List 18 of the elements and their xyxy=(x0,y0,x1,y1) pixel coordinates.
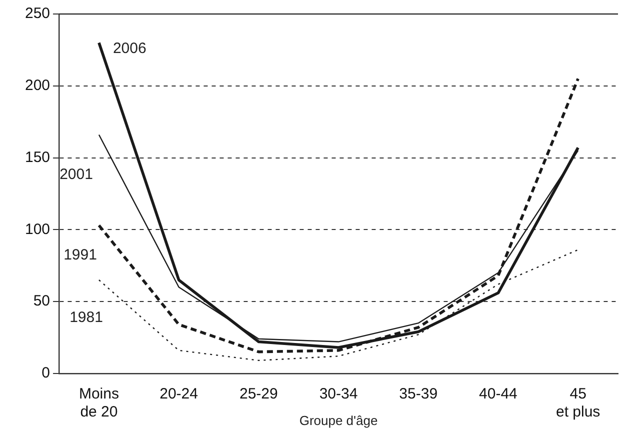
x-tick-label: 25-29 xyxy=(239,386,278,403)
x-tick-label: 35-39 xyxy=(399,386,438,403)
x-tick-label: 30-34 xyxy=(319,386,358,403)
x-tick-label: Moins de 20 xyxy=(78,386,119,421)
series-label: 2006 xyxy=(112,40,146,57)
y-tick-label: 200 xyxy=(24,77,50,94)
series-label: 2001 xyxy=(60,166,93,183)
y-tick-label: 0 xyxy=(42,364,50,382)
y-tick-label: 50 xyxy=(33,292,50,310)
series-label: 1991 xyxy=(64,246,97,264)
x-axis-title: Groupe d'âge xyxy=(299,412,378,428)
y-tick-label: 150 xyxy=(24,148,50,166)
x-tick-label: 40-44 xyxy=(479,386,518,403)
y-tick-label: 100 xyxy=(24,220,50,238)
series-label: 1981 xyxy=(70,309,103,326)
x-tick-label: 20-24 xyxy=(160,386,198,403)
y-tick-label: 250 xyxy=(24,5,50,22)
x-tick-label: 45 et plus xyxy=(556,386,600,421)
